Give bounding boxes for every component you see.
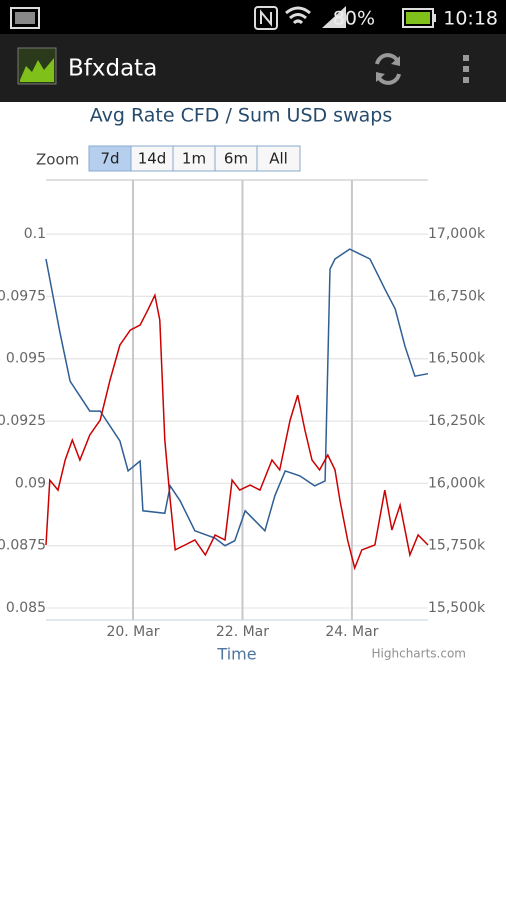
x-tick-label: 20. Mar <box>106 624 159 640</box>
zoom-button-bg <box>172 145 216 172</box>
series-line <box>45 248 429 547</box>
y-tick-label: 0.0875 <box>0 538 46 554</box>
zoom-button[interactable]: 1m <box>172 145 216 172</box>
zoom-button-bg <box>256 145 301 172</box>
refresh-button[interactable] <box>375 53 401 85</box>
y-tick-label: 0.0975 <box>0 288 46 304</box>
zoom-button-bg <box>214 145 258 172</box>
y2-tick-label: 15,500k <box>428 600 486 616</box>
status-icons <box>10 6 436 30</box>
y-tick-label: 0.0925 <box>0 413 46 429</box>
clock: 10:18 <box>443 8 498 30</box>
app-bar <box>0 34 506 102</box>
y2-tick-label: 16,500k <box>428 351 486 367</box>
plot: 0.085 0.0875 0.09 0.0925 0.095 0.0975 0.1 15,50… <box>0 179 486 664</box>
credits[interactable]: Highcharts.com <box>372 647 466 661</box>
zoom-button[interactable]: 7d <box>88 145 132 172</box>
x-tick-label: 24. Mar <box>325 624 378 640</box>
status-bar <box>0 0 506 34</box>
zoom-label: Zoom <box>36 151 79 169</box>
y-tick-label: 0.1 <box>24 226 46 242</box>
x-axis-title: Time <box>216 645 256 664</box>
y2-tick-label: 16,250k <box>428 413 486 429</box>
y2-tick-label: 15,750k <box>428 538 486 554</box>
x-tick-label: 22. Mar <box>216 624 269 640</box>
y2-tick-label: 16,750k <box>428 288 486 304</box>
overflow-menu[interactable] <box>463 55 469 83</box>
zoom-button-bg <box>130 145 174 172</box>
battery-level: 80% <box>333 8 375 30</box>
chart-title: Avg Rate CFD / Sum USD swaps <box>90 105 392 127</box>
zoom-button[interactable]: All <box>256 145 301 172</box>
zoom-button-label: 6m <box>224 150 248 168</box>
zoom-button-label: 14d <box>138 150 167 168</box>
app-title: Bfxdata <box>68 56 157 82</box>
zoom-buttons: 7d 14d 1m 6m All <box>88 145 301 172</box>
app-icon[interactable] <box>17 47 57 85</box>
zoom-button-label: All <box>269 150 288 168</box>
zoom-button-label: 7d <box>100 150 119 168</box>
zoom-button[interactable]: 14d <box>130 145 174 172</box>
y-tick-label: 0.09 <box>15 475 46 491</box>
y-tick-label: 0.095 <box>6 351 46 367</box>
y2-tick-label: 16,000k <box>428 475 486 491</box>
zoom-button-bg <box>88 145 132 172</box>
zoom-button[interactable]: 6m <box>214 145 258 172</box>
y-tick-label: 0.085 <box>6 600 46 616</box>
series-line <box>45 292 429 571</box>
y2-tick-label: 17,000k <box>428 226 486 242</box>
zoom-button-label: 1m <box>182 150 206 168</box>
